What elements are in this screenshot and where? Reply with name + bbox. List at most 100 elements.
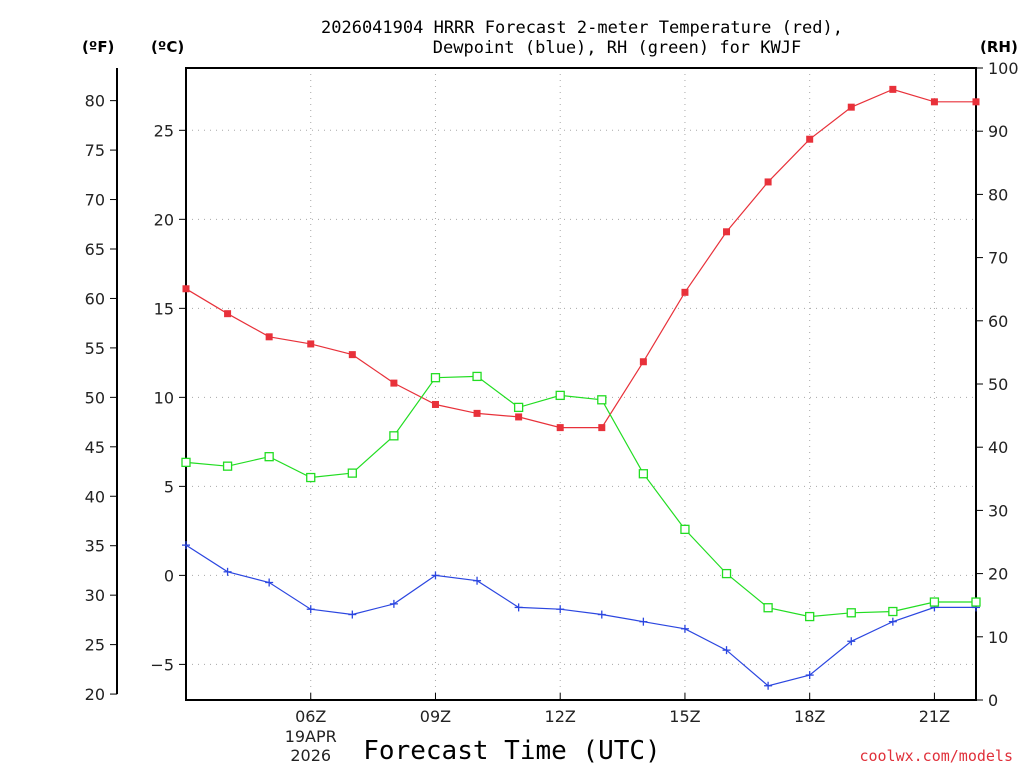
temperature-point — [265, 333, 273, 341]
dewpoint-point — [265, 578, 274, 587]
rh-point — [846, 608, 856, 618]
celsius-tick-label: 0 — [164, 566, 174, 585]
fahrenheit-tick-label: 25 — [85, 636, 105, 655]
rh-point — [929, 597, 940, 607]
dewpoint-point — [722, 646, 731, 655]
celsius-tick-label: −5 — [150, 655, 174, 674]
dewpoint-point — [847, 637, 856, 646]
dewpoint-point — [306, 605, 315, 614]
dewpoint-point — [473, 576, 482, 585]
rh-point — [181, 457, 191, 468]
celsius-tick-label: 20 — [154, 210, 174, 229]
temperature-point — [681, 288, 689, 296]
fahrenheit-tick-label: 70 — [85, 191, 105, 210]
rh-tick-label: 70 — [988, 249, 1008, 268]
x-tick-label: 09Z — [420, 707, 451, 726]
chart-title-line1: 2026041904 HRRR Forecast 2-meter Tempera… — [321, 18, 843, 38]
dewpoint-point — [639, 617, 648, 626]
rh-tick-label: 50 — [988, 375, 1008, 394]
dewpoint-point — [514, 603, 523, 612]
rh-point — [472, 371, 482, 382]
rh-point — [721, 568, 732, 579]
dewpoint-series-line — [185, 544, 976, 687]
temperature-point — [556, 424, 564, 432]
x-date-label: 19APR — [285, 727, 337, 746]
temperature-point — [598, 424, 606, 432]
celsius-tick-label: 10 — [154, 388, 174, 407]
rh-point — [264, 452, 274, 462]
celsius-tick-label: 25 — [154, 121, 174, 140]
temperature-point — [431, 400, 439, 408]
temperature-point — [473, 409, 481, 417]
rh-point — [638, 469, 649, 479]
temperature-point — [182, 285, 190, 293]
dewpoint-point — [389, 599, 398, 608]
temperature-point — [515, 413, 523, 421]
temperature-point — [348, 351, 356, 359]
dewpoint-point — [764, 681, 773, 690]
dewpoint-point — [182, 541, 190, 550]
rh-tick-label: 20 — [988, 565, 1008, 584]
fahrenheit-tick-label: 75 — [85, 141, 105, 160]
rh-tick-label: 60 — [988, 312, 1008, 331]
rh-point — [306, 472, 316, 483]
rh-point — [763, 603, 773, 613]
x-tick-label: 18Z — [794, 707, 825, 726]
dewpoint-point — [556, 605, 565, 614]
x-axis-label: Forecast Time (UTC) — [363, 736, 660, 766]
rh-unit-label: (RH) — [980, 38, 1018, 56]
fahrenheit-tick-label: 50 — [85, 388, 105, 407]
celsius-tick-label: 5 — [164, 477, 174, 496]
fahrenheit-tick-label: 60 — [85, 289, 105, 308]
series-layer — [181, 85, 981, 690]
rh-point — [347, 468, 357, 478]
fahrenheit-tick-label: 45 — [85, 438, 105, 457]
rh-tick-label: 100 — [988, 59, 1019, 78]
rh-series-line — [185, 375, 976, 618]
dewpoint-point — [431, 571, 440, 580]
rh-tick-label: 40 — [988, 438, 1008, 457]
rh-tick-label: 30 — [988, 501, 1008, 520]
fahrenheit-tick-label: 55 — [85, 339, 105, 358]
dewpoint-point — [223, 567, 232, 576]
rh-point — [513, 402, 524, 413]
rh-point — [888, 606, 898, 617]
rh-point — [389, 431, 399, 441]
temperature-point — [764, 178, 772, 186]
fahrenheit-unit-label: (ºF) — [82, 38, 114, 56]
fahrenheit-tick-label: 30 — [85, 586, 105, 605]
fahrenheit-tick-label: 35 — [85, 537, 105, 556]
fahrenheit-tick-label: 80 — [85, 92, 105, 111]
rh-point — [222, 461, 233, 471]
rh-point — [430, 373, 441, 383]
dewpoint-point — [597, 610, 606, 619]
temperature-point — [889, 85, 897, 93]
rh-point — [555, 390, 565, 401]
x-tick-label: 06Z — [295, 707, 326, 726]
rh-point — [597, 395, 607, 405]
dewpoint-point — [888, 617, 897, 626]
rh-tick-label: 80 — [988, 185, 1008, 204]
x-tick-label: 12Z — [545, 707, 576, 726]
temperature-point — [847, 103, 855, 111]
temperature-point — [307, 340, 315, 348]
temperature-point — [930, 98, 938, 106]
x-year-label: 2026 — [290, 746, 331, 765]
temperature-point — [723, 228, 731, 236]
fahrenheit-tick-label: 65 — [85, 240, 105, 259]
rh-tick-label: 0 — [988, 691, 998, 710]
x-tick-label: 21Z — [919, 707, 950, 726]
rh-point — [805, 611, 815, 622]
credit-text: coolwx.com/models — [859, 747, 1013, 765]
chart-title-line2: Dewpoint (blue), RH (green) for KWJF — [433, 38, 801, 58]
rh-point — [680, 524, 690, 535]
fahrenheit-tick-label: 20 — [85, 685, 105, 704]
fahrenheit-tick-label: 40 — [85, 487, 105, 506]
rh-point — [971, 597, 981, 607]
celsius-unit-label: (ºC) — [151, 38, 184, 56]
celsius-tick-label: 15 — [154, 299, 174, 318]
temperature-point — [224, 310, 232, 318]
dewpoint-point — [805, 671, 814, 680]
